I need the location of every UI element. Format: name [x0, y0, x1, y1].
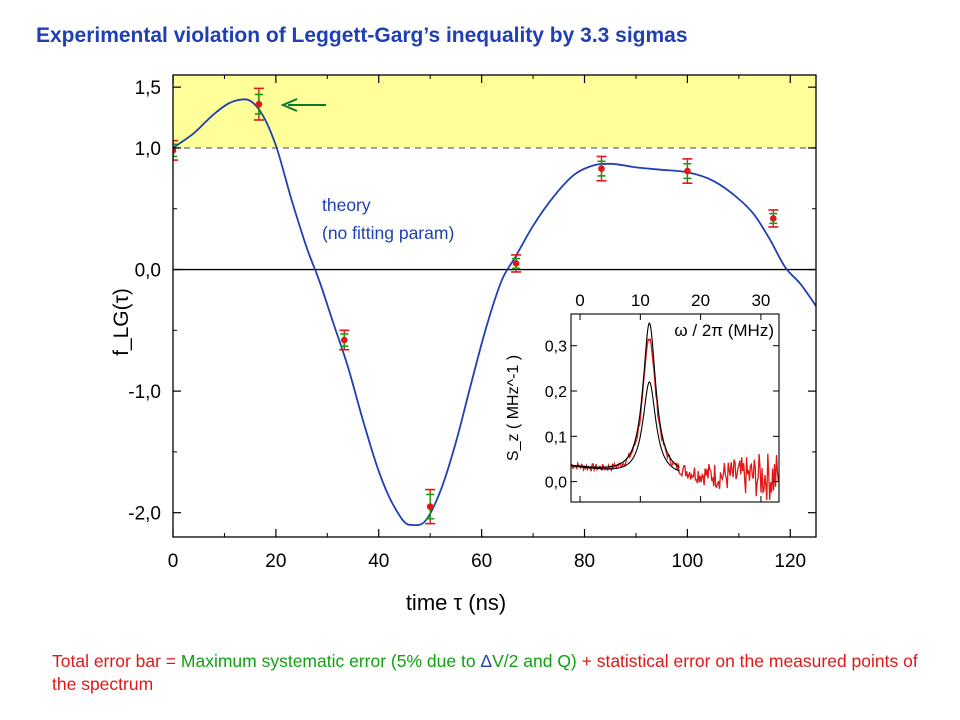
footer-delta: Δ	[480, 651, 493, 671]
main-plot-frame	[172, 74, 817, 538]
x-tick-label: 60	[471, 551, 492, 572]
inset-x-tick-label: 20	[691, 291, 710, 310]
y-tick-label: -1,0	[128, 382, 161, 403]
inset-plot-area	[571, 322, 779, 500]
arrow-indicator	[280, 98, 326, 112]
inset-y-tick-label: 0,0	[545, 475, 567, 492]
data-point	[425, 488, 436, 525]
inset-y-tick-label: 0,3	[545, 339, 567, 356]
inset-x-tick-label: 30	[751, 291, 770, 310]
footer-statistical: + statistical error on the measured poin…	[52, 651, 918, 694]
inset-x-tick-label: 0	[575, 291, 584, 310]
inset-x-axis-label: ω / 2π (MHz)	[674, 321, 774, 340]
data-point	[768, 209, 779, 228]
y-tick-label: 0,0	[135, 261, 161, 282]
data-point	[253, 87, 264, 121]
footer-systematic-end: V/2 and Q)	[492, 651, 577, 671]
y-axis-label: f_LG(τ)	[110, 288, 133, 356]
x-tick-label: 20	[265, 551, 286, 572]
x-tick-label: 40	[368, 551, 389, 572]
data-point	[682, 158, 693, 185]
footer-systematic: Maximum systematic error (5% due to	[180, 651, 481, 671]
inset-axes: 0 10 20 30 0,3 0,2 0,1 0,0	[545, 291, 779, 502]
inset-y-axis-label: S_z ( MHz^-1 )	[505, 355, 522, 461]
arrow-head-icon	[280, 98, 298, 112]
theory-curve	[173, 98, 816, 527]
x-tick-label: 0	[168, 551, 179, 572]
data-point-marker	[173, 147, 177, 154]
violation-region	[173, 75, 816, 148]
data-point-marker	[340, 336, 348, 344]
y-tick-label: -2,0	[128, 504, 161, 525]
x-tick-label: 80	[574, 551, 595, 572]
footer-total: Total error bar	[52, 651, 161, 671]
x-tick-label: 100	[672, 551, 704, 572]
theory-annotation-line2: (no fitting param)	[322, 223, 454, 243]
inset-y-tick-label: 0,2	[545, 384, 567, 401]
data-point	[511, 254, 522, 273]
y-tick-label: 1,5	[135, 78, 161, 99]
data-point-marker	[512, 260, 520, 267]
data-point-marker	[255, 100, 263, 108]
theory-annotation-line1: theory	[322, 195, 371, 215]
footer-note: Total error bar = Maximum systematic err…	[52, 650, 922, 696]
inset-theory-curve	[571, 322, 680, 468]
x-tick-label: 120	[774, 551, 806, 572]
main-plot-area	[173, 75, 816, 527]
x-axis-label: time τ (ns)	[406, 590, 506, 615]
data-point-marker	[598, 165, 605, 172]
inset-frame	[570, 313, 780, 503]
data-point	[339, 329, 350, 351]
footer-equals: =	[160, 651, 181, 671]
inset-y-tick-label: 0,1	[545, 429, 567, 446]
data-point-marker	[426, 503, 434, 510]
data-point	[596, 155, 607, 182]
y-tick-label: 1,0	[135, 139, 161, 160]
page-title: Experimental violation of Leggett-Garg’s…	[36, 24, 688, 47]
data-point-marker	[770, 215, 777, 222]
data-point	[173, 139, 178, 161]
inset-x-tick-label: 10	[631, 291, 650, 310]
data-point-marker	[684, 167, 691, 175]
inset-theory-curve	[571, 381, 680, 472]
